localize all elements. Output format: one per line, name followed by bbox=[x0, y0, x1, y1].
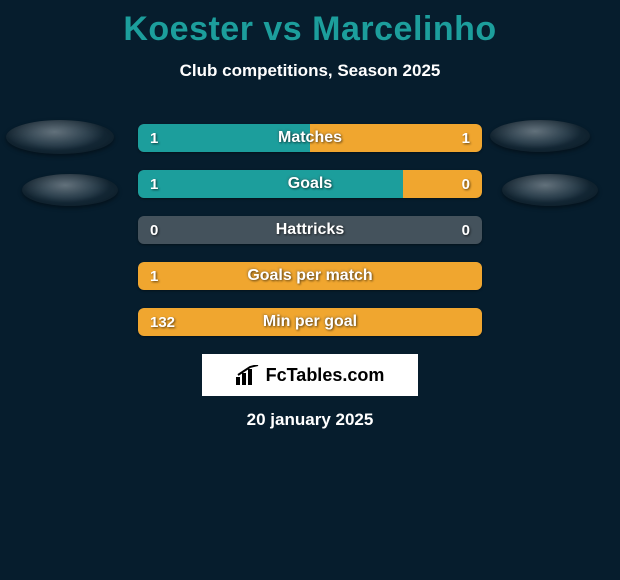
stat-row: Matches11 bbox=[138, 124, 482, 152]
subtitle: Club competitions, Season 2025 bbox=[0, 61, 620, 81]
brand-chart-icon bbox=[236, 365, 260, 385]
stat-row: Goals per match1 bbox=[138, 262, 482, 290]
stat-left-value: 0 bbox=[150, 216, 158, 244]
stat-row: Min per goal132 bbox=[138, 308, 482, 336]
stat-row: Goals10 bbox=[138, 170, 482, 198]
stat-left-segment bbox=[138, 262, 482, 290]
brand-badge: FcTables.com bbox=[202, 354, 418, 396]
player-right-orb-1 bbox=[490, 120, 590, 152]
brand-text: FcTables.com bbox=[266, 365, 385, 386]
player-right-orb-2 bbox=[502, 174, 598, 206]
stat-right-segment bbox=[403, 170, 482, 198]
stat-left-segment bbox=[138, 170, 403, 198]
stat-left-segment bbox=[138, 308, 482, 336]
stats-bars: Matches11 Goals10 Hattricks0 0 Goals per mat… bbox=[138, 124, 482, 354]
stat-label: Hattricks bbox=[138, 216, 482, 244]
player-left-orb-1 bbox=[6, 120, 114, 154]
page-title: Koester vs Marcelinho bbox=[0, 0, 620, 49]
date-label: 20 january 2025 bbox=[0, 410, 620, 430]
stat-right-segment bbox=[310, 124, 482, 152]
stat-row: Hattricks0 0 bbox=[138, 216, 482, 244]
stat-right-value: 0 bbox=[462, 216, 470, 244]
stat-left-segment bbox=[138, 124, 310, 152]
player-left-orb-2 bbox=[22, 174, 118, 206]
